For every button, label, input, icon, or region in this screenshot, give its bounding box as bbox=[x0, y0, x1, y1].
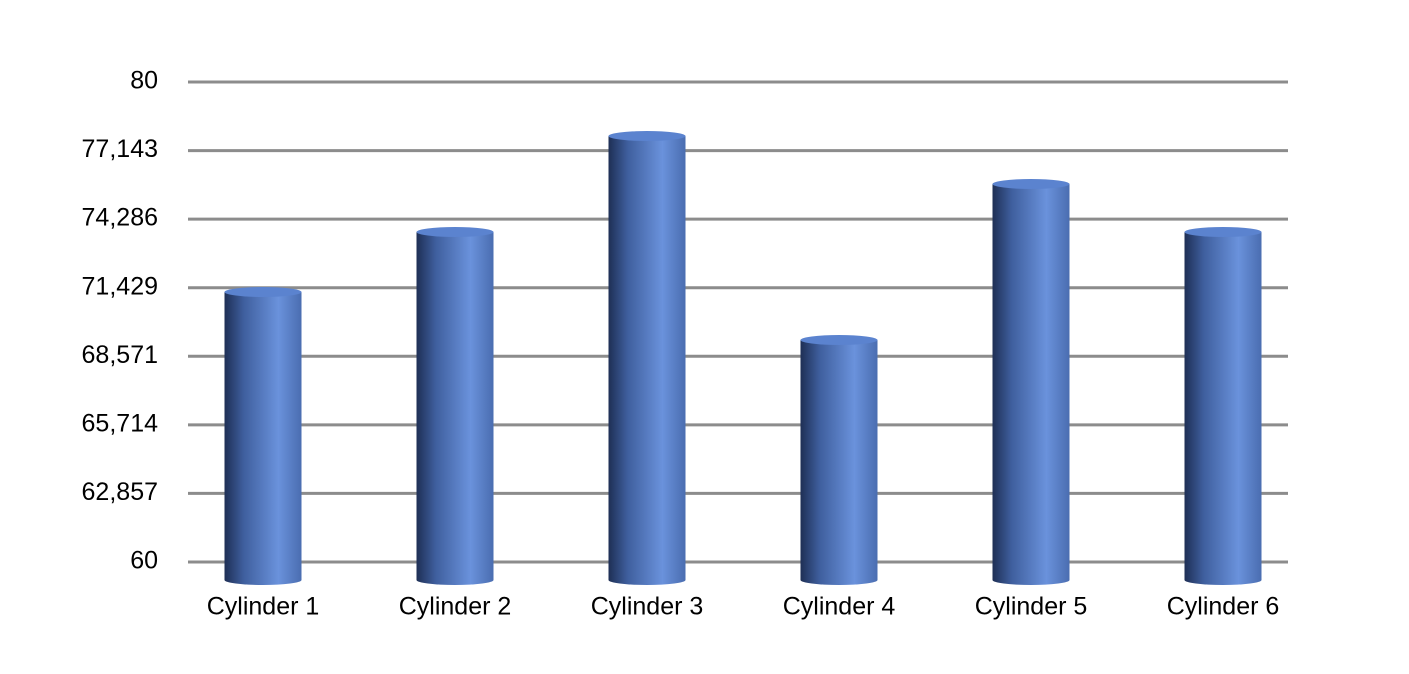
bar-top bbox=[992, 179, 1070, 189]
x-tick-label: Cylinder 2 bbox=[399, 593, 512, 621]
x-tick-label: Cylinder 5 bbox=[975, 593, 1088, 621]
y-tick-label: 62,857 bbox=[82, 478, 158, 506]
bar-top bbox=[1184, 227, 1262, 237]
x-tick-label: Cylinder 4 bbox=[783, 593, 896, 621]
bar-top bbox=[608, 131, 686, 141]
y-tick-label: 60 bbox=[130, 547, 158, 575]
bar bbox=[1184, 232, 1262, 580]
bar bbox=[608, 136, 686, 580]
y-tick-label: 74,286 bbox=[82, 204, 158, 232]
bar-top bbox=[416, 227, 494, 237]
x-tick-label: Cylinder 6 bbox=[1167, 593, 1280, 621]
bar-top bbox=[800, 335, 878, 345]
x-tick-label: Cylinder 3 bbox=[591, 593, 704, 621]
y-tick-label: 68,571 bbox=[82, 341, 158, 369]
bar bbox=[800, 340, 878, 580]
bar-base bbox=[416, 575, 494, 585]
bar-base bbox=[800, 575, 878, 585]
bar-base bbox=[608, 575, 686, 585]
y-tick-label: 80 bbox=[130, 67, 158, 95]
y-tick-label: 71,429 bbox=[82, 272, 158, 300]
bar-top bbox=[224, 287, 302, 297]
bar-base bbox=[1184, 575, 1262, 585]
bar bbox=[416, 232, 494, 580]
bar bbox=[224, 292, 302, 580]
x-tick-label: Cylinder 1 bbox=[207, 593, 320, 621]
bar-base bbox=[224, 575, 302, 585]
y-tick-label: 77,143 bbox=[82, 135, 158, 163]
bar bbox=[992, 184, 1070, 580]
bar-base bbox=[992, 575, 1070, 585]
y-tick-label: 65,714 bbox=[82, 409, 159, 437]
